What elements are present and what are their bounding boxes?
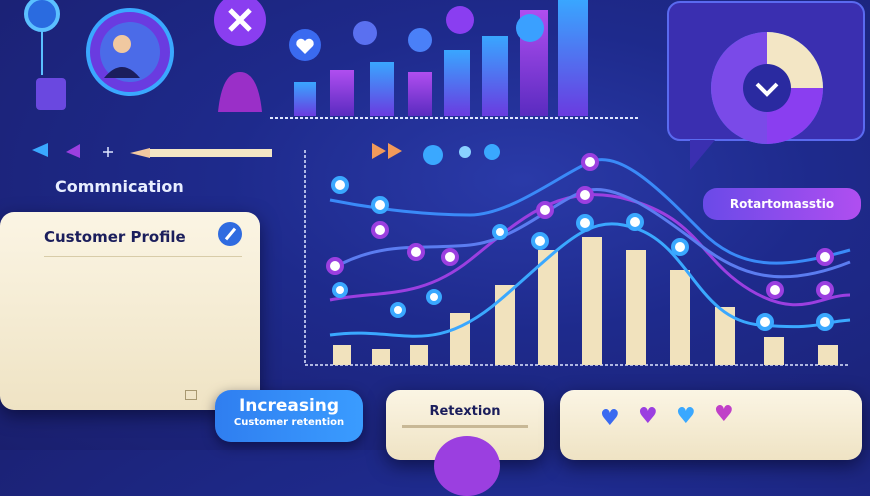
retention-card-title: Retextion	[429, 404, 501, 419]
edit-icon[interactable]	[218, 222, 242, 246]
main-chart	[304, 150, 851, 366]
heart-icon	[289, 29, 321, 61]
customer-profile-card: Customer Profile	[0, 212, 260, 410]
chevron-down-icon	[755, 82, 779, 97]
heart-icon: ♥	[638, 404, 658, 429]
donut-panel	[667, 1, 865, 170]
close-x-icon	[214, 0, 266, 46]
communication-label: Commnication	[55, 177, 184, 196]
heart-icon: ♥	[714, 402, 734, 427]
top-bar-chart	[270, 0, 640, 119]
user-avatar-icon	[86, 8, 174, 96]
heart-icon: ♥	[676, 404, 696, 429]
purple-speech-bubble: Rotartomasstio	[703, 188, 861, 220]
heart-icon: ♥	[600, 406, 620, 431]
pedestal-icon	[36, 78, 66, 110]
increasing-retention-bubble: Increasing Customer retention	[215, 390, 363, 442]
icons-card: ♥ ♥ ♥ ♥	[560, 390, 862, 460]
customer-profile-title: Customer Profile	[44, 228, 186, 246]
person-silhouette-icon	[218, 72, 262, 112]
circle-badge-icon	[24, 0, 60, 32]
play-arrow-icon	[372, 143, 402, 159]
pencil-icon	[130, 148, 272, 158]
plus-icon	[103, 147, 113, 157]
bubble-subtitle: Customer retention	[233, 417, 345, 428]
bubble-title: Increasing	[238, 396, 340, 416]
purple-bubble-label: Rotartomasstio	[729, 197, 835, 211]
